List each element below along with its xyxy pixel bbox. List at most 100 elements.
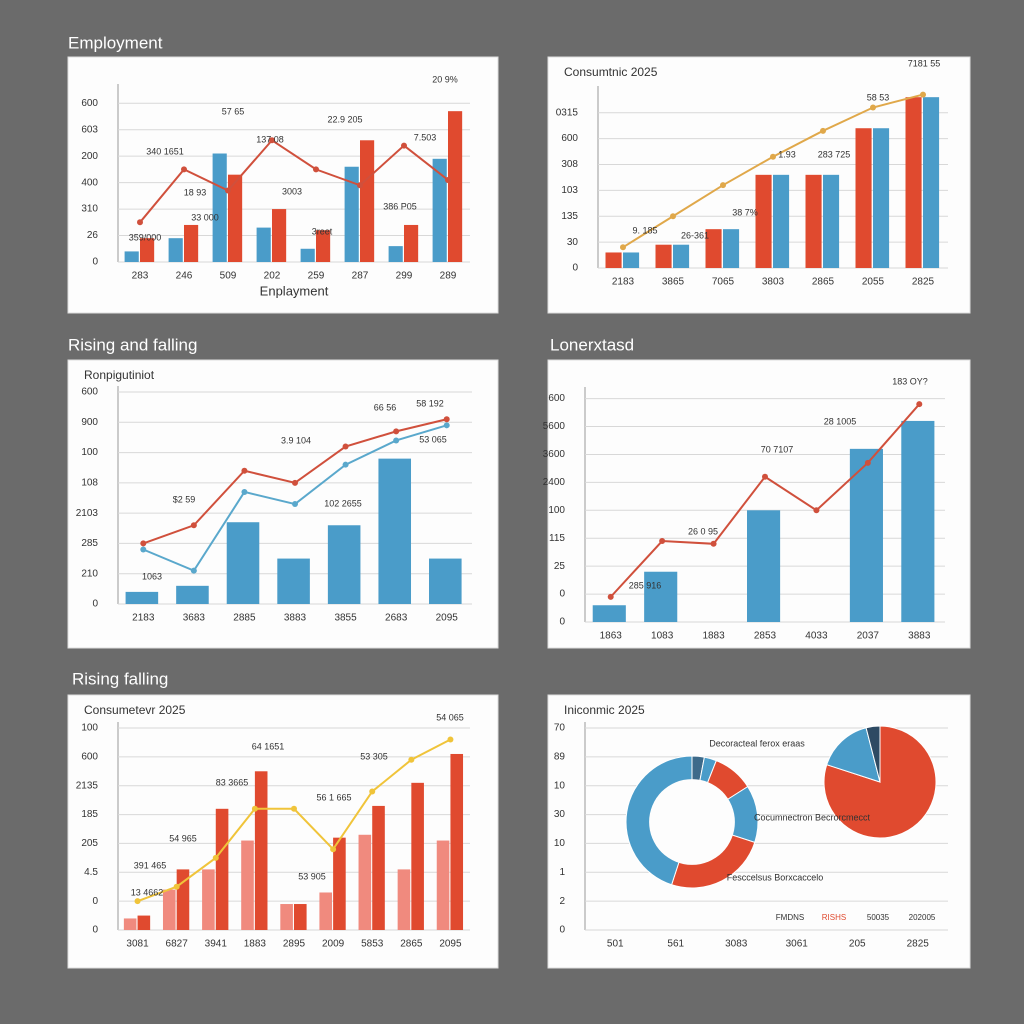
annotation: 54 965 bbox=[169, 833, 197, 843]
bar bbox=[448, 111, 463, 263]
bar bbox=[673, 244, 690, 268]
bar bbox=[226, 522, 260, 604]
annotation: 57 65 bbox=[222, 106, 245, 116]
x-tick-label: 202 bbox=[264, 271, 281, 282]
bar bbox=[705, 229, 722, 268]
bar bbox=[436, 840, 450, 930]
panel-heading: Rising falling bbox=[72, 669, 168, 688]
line-point bbox=[342, 443, 349, 450]
y-tick-label: 185 bbox=[81, 809, 98, 820]
annotation: 56 1 665 bbox=[316, 792, 351, 802]
bar bbox=[849, 448, 883, 622]
y-tick-label: 25 bbox=[554, 561, 566, 572]
y-tick-label: 26 bbox=[87, 230, 99, 241]
y-tick-label: 135 bbox=[561, 211, 578, 222]
panel-heading: Lonerxtasd bbox=[550, 335, 634, 354]
line-point bbox=[870, 104, 876, 111]
x-tick-label: 2095 bbox=[439, 939, 462, 950]
line-point bbox=[313, 166, 319, 173]
y-tick-label: 0 bbox=[92, 925, 98, 936]
bar bbox=[124, 251, 139, 262]
x-tick-label: 1863 bbox=[600, 631, 623, 642]
annotation: 137 08 bbox=[256, 134, 284, 144]
annotation: Fesccelsus Borxcaccelo bbox=[727, 872, 824, 882]
y-tick-label: 100 bbox=[81, 723, 98, 734]
x-axis-label: Enplayment bbox=[260, 283, 329, 298]
y-tick-label: 200 bbox=[81, 151, 98, 162]
bar bbox=[360, 140, 375, 262]
x-tick-label: 6827 bbox=[166, 939, 189, 950]
bar bbox=[723, 229, 740, 268]
y-tick-label: 4.5 bbox=[84, 867, 98, 878]
x-tick-label: 2095 bbox=[436, 613, 459, 624]
panel-heading: Rising and falling bbox=[68, 335, 197, 354]
annotation: 183 OY? bbox=[892, 376, 928, 386]
annotation: 66 56 bbox=[374, 402, 397, 412]
annotation: 359/000 bbox=[129, 232, 162, 242]
bar bbox=[378, 458, 412, 604]
legend-entry: 202005 bbox=[909, 913, 936, 922]
bar bbox=[855, 128, 872, 268]
annotation: 3reet bbox=[312, 226, 333, 236]
line-point bbox=[916, 401, 923, 408]
x-tick-label: 2183 bbox=[132, 613, 155, 624]
bar bbox=[319, 892, 333, 930]
annotation: 54 065 bbox=[436, 712, 464, 722]
pie-slice bbox=[823, 725, 937, 839]
line-point bbox=[762, 473, 768, 480]
y-tick-label: 600 bbox=[81, 751, 98, 762]
bar bbox=[202, 869, 215, 930]
x-tick-label: 287 bbox=[352, 271, 369, 282]
x-tick-label: 1083 bbox=[651, 631, 674, 642]
line-point bbox=[134, 898, 141, 905]
annotation: 13 4662 bbox=[131, 887, 164, 897]
bar bbox=[215, 808, 229, 930]
y-tick-label: 100 bbox=[81, 447, 98, 458]
y-tick-label: 5600 bbox=[543, 421, 566, 432]
annotation: 64 1651 bbox=[252, 741, 285, 751]
annotation: 7.503 bbox=[414, 132, 437, 142]
annotation: 53 905 bbox=[298, 871, 326, 881]
bar bbox=[404, 224, 419, 262]
y-tick-label: 108 bbox=[81, 477, 98, 488]
line-point bbox=[225, 187, 231, 194]
bar bbox=[176, 585, 209, 604]
line-point bbox=[443, 422, 450, 429]
annotation: 283 725 bbox=[818, 149, 851, 159]
x-tick-label: 3941 bbox=[205, 939, 228, 950]
annotation: 53 065 bbox=[419, 434, 447, 444]
annotation: $2 59 bbox=[173, 494, 196, 504]
line-point bbox=[212, 854, 219, 861]
y-tick-label: 0 bbox=[559, 589, 565, 600]
x-tick-label: 2865 bbox=[812, 277, 835, 288]
x-tick-label: 3883 bbox=[908, 631, 931, 642]
annotation: 28 1005 bbox=[824, 416, 857, 426]
chart-title: Ronpigutiniot bbox=[84, 368, 155, 382]
pie-slice bbox=[865, 725, 881, 783]
y-tick-label: 3600 bbox=[543, 449, 566, 460]
bar bbox=[372, 805, 385, 930]
panel-heading: Employment bbox=[68, 33, 163, 52]
pie-slice bbox=[826, 727, 881, 783]
line-point bbox=[292, 501, 298, 508]
bar bbox=[429, 558, 462, 604]
line-point bbox=[241, 488, 248, 495]
x-tick-label: 2183 bbox=[612, 277, 635, 288]
y-tick-label: 30 bbox=[567, 237, 579, 248]
bar bbox=[162, 889, 176, 930]
x-tick-label: 246 bbox=[176, 271, 193, 282]
line-point bbox=[357, 182, 363, 189]
y-tick-label: 2103 bbox=[76, 508, 99, 519]
y-tick-label: 115 bbox=[549, 533, 565, 544]
bar bbox=[228, 174, 243, 262]
y-tick-label: 600 bbox=[81, 387, 98, 398]
bar bbox=[125, 591, 159, 604]
line-point bbox=[443, 416, 450, 423]
bar bbox=[184, 224, 199, 262]
y-tick-label: 0 bbox=[559, 925, 565, 936]
chart-title: Iniconmic 2025 bbox=[564, 703, 645, 717]
y-tick-label: 900 bbox=[81, 417, 98, 428]
x-tick-label: 3061 bbox=[786, 939, 809, 950]
annotation: Decoracteal ferox eraas bbox=[709, 738, 805, 748]
